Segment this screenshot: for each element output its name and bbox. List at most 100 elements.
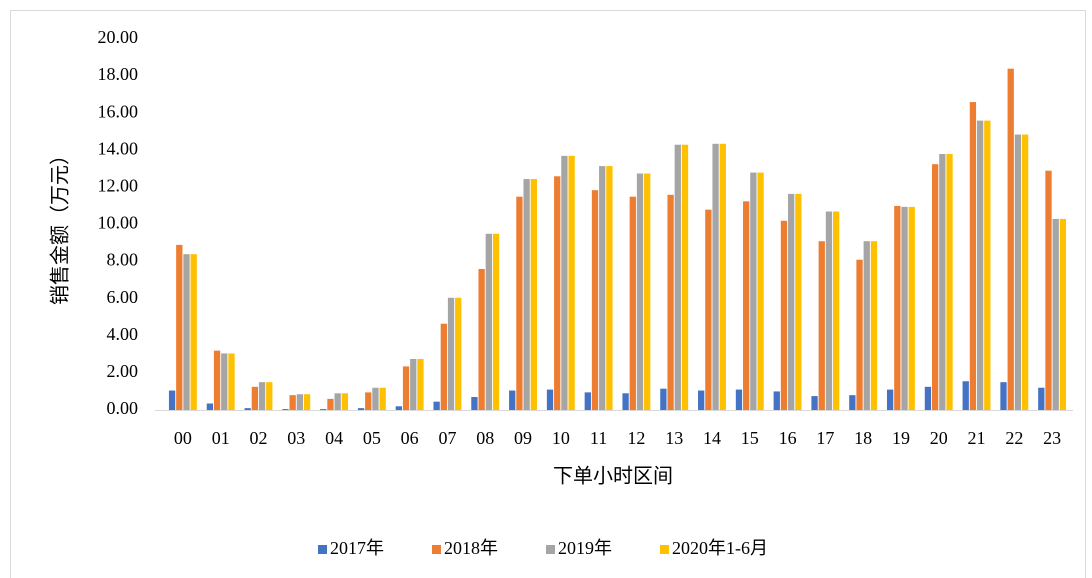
x-tick-label: 11 [590, 428, 607, 448]
legend-swatch [318, 545, 327, 554]
y-tick-label: 0.00 [107, 398, 139, 418]
bar [516, 196, 523, 410]
x-tick-label: 01 [212, 428, 230, 448]
bar [1007, 68, 1014, 411]
bar [636, 173, 644, 410]
bar [471, 397, 478, 410]
x-tick-label: 16 [779, 428, 797, 448]
bar [788, 193, 795, 410]
y-axis-label: 销售金额（万元） [49, 145, 72, 305]
bar [509, 390, 516, 410]
bar [719, 143, 726, 410]
bar [447, 297, 455, 410]
x-tick-label: 15 [741, 428, 759, 448]
bar [402, 366, 410, 410]
legend-label: 2017年 [330, 538, 384, 558]
legend-swatch [432, 545, 441, 554]
x-tick-label: 04 [325, 428, 343, 448]
bar [1045, 170, 1052, 410]
bar [206, 403, 214, 410]
bar [417, 358, 424, 410]
bar [969, 102, 977, 410]
x-tick-label: 09 [514, 428, 532, 448]
bar [334, 393, 341, 410]
bar [213, 350, 221, 410]
x-tick-label: 00 [174, 428, 192, 448]
x-tick-label: 23 [1043, 428, 1061, 448]
bar [251, 386, 259, 410]
x-tick-label: 08 [476, 428, 494, 448]
bar [750, 172, 757, 410]
bar [939, 154, 946, 410]
legend-label: 2018年 [444, 538, 498, 558]
legend-label: 2020年1-6月 [672, 538, 768, 558]
x-tick-label: 21 [968, 428, 986, 448]
bar [705, 209, 712, 410]
bar [190, 254, 197, 410]
bar [773, 391, 780, 410]
x-tick-label: 05 [363, 428, 381, 448]
bar [629, 196, 636, 410]
x-tick-label: 18 [854, 428, 872, 448]
bar [410, 358, 417, 410]
bar [811, 396, 818, 410]
bar [561, 155, 568, 410]
bar [379, 387, 386, 410]
bar [433, 401, 440, 410]
bar [743, 201, 750, 410]
bar [568, 155, 575, 410]
bar [757, 172, 764, 410]
bar [856, 259, 863, 410]
bar [795, 193, 802, 410]
y-tick-label: 2.00 [107, 361, 139, 381]
bar [395, 406, 402, 410]
bar [365, 392, 372, 410]
bar [530, 179, 537, 410]
bar [485, 233, 492, 410]
bar [1021, 134, 1029, 410]
legend-swatch [546, 545, 555, 554]
bar [901, 206, 908, 410]
bar [976, 120, 984, 411]
bar [886, 389, 894, 410]
bar [931, 164, 939, 410]
bar [176, 244, 183, 410]
bar [1059, 218, 1067, 410]
bar [168, 390, 176, 410]
bar [228, 353, 235, 410]
bar [591, 190, 599, 410]
y-tick-label: 6.00 [107, 287, 139, 307]
bar [962, 381, 969, 410]
bar [712, 143, 719, 410]
bar [221, 353, 228, 410]
bar [681, 144, 689, 411]
x-axis-label: 下单小时区间 [553, 465, 673, 488]
bar [924, 386, 932, 410]
x-tick-label: 02 [249, 428, 267, 448]
bar [698, 390, 705, 410]
bar [870, 241, 878, 410]
bar [357, 408, 365, 410]
bar [606, 166, 613, 410]
x-tick-label: 22 [1005, 428, 1023, 448]
bar [289, 395, 296, 410]
x-tick-label: 03 [287, 428, 305, 448]
bar [546, 389, 554, 410]
bar [833, 211, 840, 410]
bar [946, 154, 953, 410]
bar [341, 393, 349, 410]
bar [183, 254, 190, 410]
x-tick-label: 12 [627, 428, 645, 448]
bar [584, 392, 591, 410]
bar [303, 394, 311, 410]
bar [908, 206, 915, 410]
legend-label: 2019年 [558, 538, 612, 558]
bar [1000, 382, 1007, 410]
x-tick-label: 14 [703, 428, 721, 448]
bar [266, 382, 273, 410]
x-tick-label: 17 [816, 428, 834, 448]
bar [849, 395, 856, 410]
x-tick-label: 06 [401, 428, 419, 448]
y-tick-label: 12.00 [98, 176, 139, 196]
